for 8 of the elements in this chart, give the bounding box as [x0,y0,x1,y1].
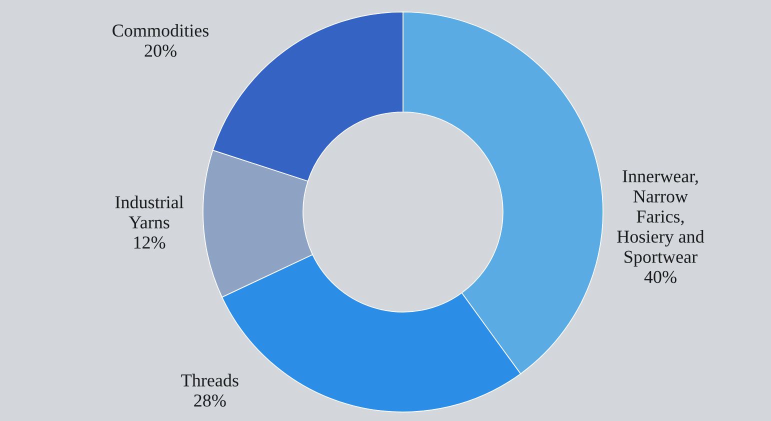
data-label: 20% [144,44,176,57]
slice-label: Commodities [112,24,209,37]
slice-label: Industrial Yarns [115,196,184,228]
data-label: 12% [134,236,166,249]
data-label: 40% [644,270,676,284]
slice-label: Innerwear, Narrow Farics, Hosiery and Sportwear [617,170,704,267]
slice-label: Threads [181,374,238,386]
data-label: 28% [194,394,226,407]
